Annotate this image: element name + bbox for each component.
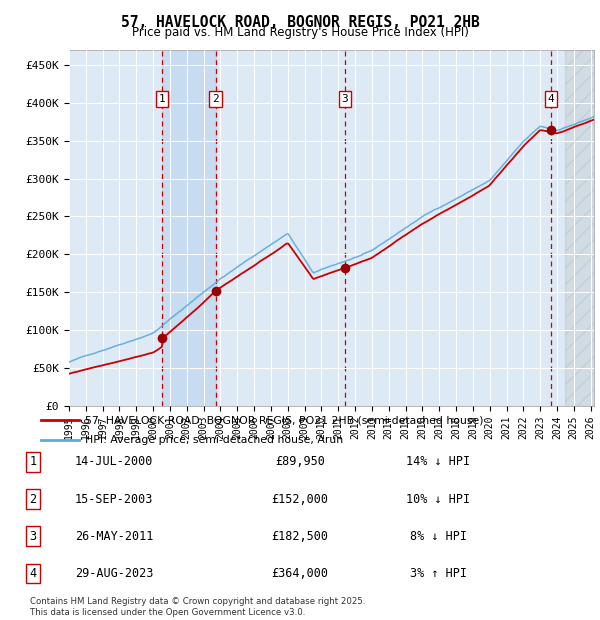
Text: Contains HM Land Registry data © Crown copyright and database right 2025.
This d: Contains HM Land Registry data © Crown c… bbox=[30, 598, 365, 617]
Bar bbox=[565, 50, 594, 406]
Text: 8% ↓ HPI: 8% ↓ HPI bbox=[409, 530, 467, 542]
Text: 3% ↑ HPI: 3% ↑ HPI bbox=[409, 567, 467, 580]
Text: 57, HAVELOCK ROAD, BOGNOR REGIS, PO21 2HB (semi-detached house): 57, HAVELOCK ROAD, BOGNOR REGIS, PO21 2H… bbox=[85, 415, 483, 425]
Text: 14-JUL-2000: 14-JUL-2000 bbox=[75, 456, 153, 468]
Text: £364,000: £364,000 bbox=[271, 567, 329, 580]
Text: 15-SEP-2003: 15-SEP-2003 bbox=[75, 493, 153, 505]
Text: 29-AUG-2023: 29-AUG-2023 bbox=[75, 567, 153, 580]
Text: 2: 2 bbox=[29, 493, 37, 505]
Text: Price paid vs. HM Land Registry's House Price Index (HPI): Price paid vs. HM Land Registry's House … bbox=[131, 26, 469, 38]
Text: 1: 1 bbox=[159, 94, 166, 104]
Text: 57, HAVELOCK ROAD, BOGNOR REGIS, PO21 2HB: 57, HAVELOCK ROAD, BOGNOR REGIS, PO21 2H… bbox=[121, 15, 479, 30]
Bar bbox=[162, 50, 215, 406]
Text: £152,000: £152,000 bbox=[271, 493, 329, 505]
Text: 4: 4 bbox=[29, 567, 37, 580]
Text: 10% ↓ HPI: 10% ↓ HPI bbox=[406, 493, 470, 505]
Text: 3: 3 bbox=[29, 530, 37, 542]
Text: 26-MAY-2011: 26-MAY-2011 bbox=[75, 530, 153, 542]
Text: 14% ↓ HPI: 14% ↓ HPI bbox=[406, 456, 470, 468]
Text: 2: 2 bbox=[212, 94, 219, 104]
Text: £89,950: £89,950 bbox=[275, 456, 325, 468]
Text: HPI: Average price, semi-detached house, Arun: HPI: Average price, semi-detached house,… bbox=[85, 435, 343, 445]
Text: 1: 1 bbox=[29, 456, 37, 468]
Text: £182,500: £182,500 bbox=[271, 530, 329, 542]
Text: 4: 4 bbox=[548, 94, 554, 104]
Text: 3: 3 bbox=[341, 94, 349, 104]
